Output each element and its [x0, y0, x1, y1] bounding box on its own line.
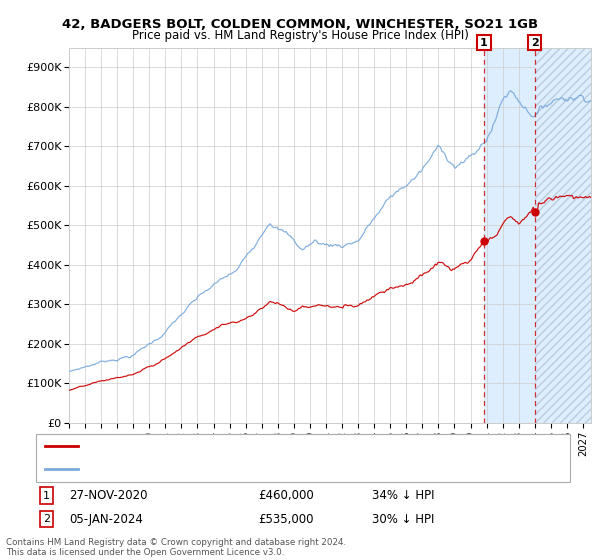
Text: 30% ↓ HPI: 30% ↓ HPI [372, 512, 434, 526]
Text: 42, BADGERS BOLT, COLDEN COMMON, WINCHESTER, SO21 1GB: 42, BADGERS BOLT, COLDEN COMMON, WINCHES… [62, 18, 538, 31]
Text: 1: 1 [480, 38, 488, 48]
Text: Price paid vs. HM Land Registry's House Price Index (HPI): Price paid vs. HM Land Registry's House … [131, 29, 469, 42]
Text: 34% ↓ HPI: 34% ↓ HPI [372, 489, 434, 502]
Text: 05-JAN-2024: 05-JAN-2024 [69, 512, 143, 526]
Bar [484, 48, 591, 423]
Bar [535, 48, 591, 423]
Text: Contains HM Land Registry data © Crown copyright and database right 2024.
This d: Contains HM Land Registry data © Crown c… [6, 538, 346, 557]
Text: HPI: Average price, detached house, Winchester: HPI: Average price, detached house, Winc… [84, 464, 335, 474]
Text: £460,000: £460,000 [258, 489, 314, 502]
Text: 27-NOV-2020: 27-NOV-2020 [69, 489, 148, 502]
Text: 42, BADGERS BOLT, COLDEN COMMON, WINCHESTER, SO21 1GB (detached house): 42, BADGERS BOLT, COLDEN COMMON, WINCHES… [84, 441, 517, 451]
Text: 1: 1 [43, 491, 50, 501]
Text: £535,000: £535,000 [258, 512, 314, 526]
Text: 2: 2 [43, 514, 50, 524]
Text: 2: 2 [531, 38, 539, 48]
